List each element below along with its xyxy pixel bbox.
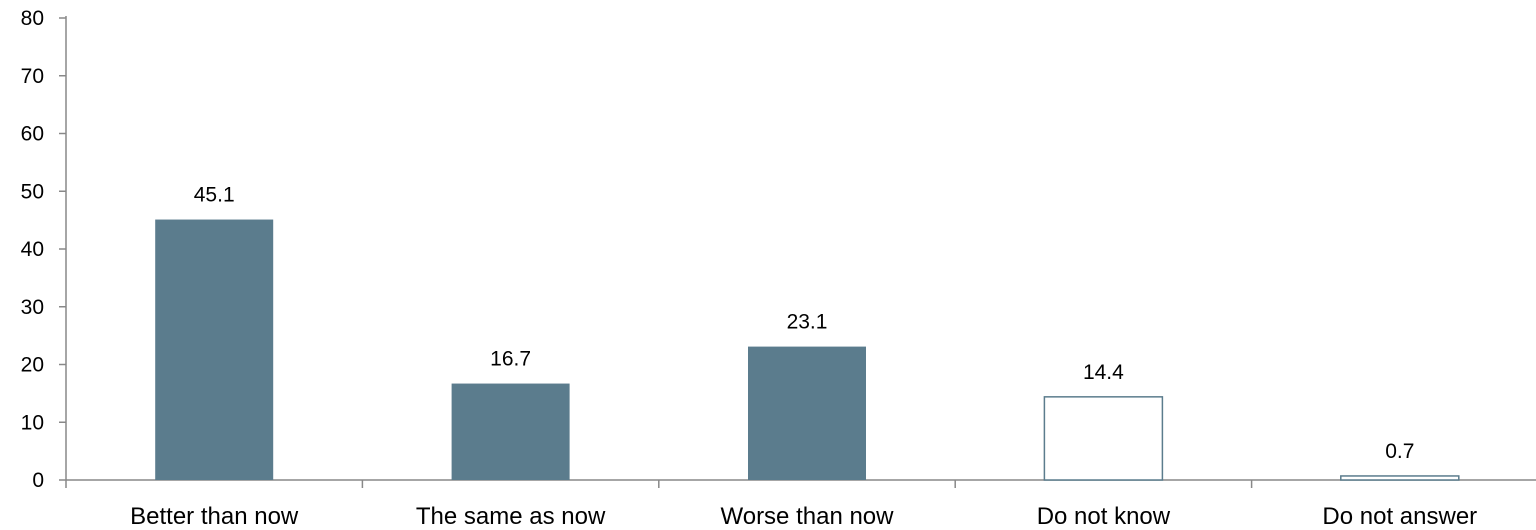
data-label: 45.1 [194, 184, 235, 207]
bar-better-than-now [155, 219, 274, 481]
category-label: Better than now [130, 503, 299, 530]
bar-do-not-answer [1340, 475, 1460, 481]
y-tick-label: 40 [21, 238, 44, 261]
y-tick-label: 0 [32, 469, 44, 492]
bars [155, 219, 1460, 481]
category-label: Worse than now [721, 503, 895, 530]
bar-do-not-know [1043, 396, 1164, 481]
data-label: 0.7 [1385, 440, 1414, 463]
data-label: 14.4 [1083, 361, 1124, 384]
y-tick-label: 10 [21, 411, 44, 434]
category-label: The same as now [416, 503, 606, 530]
y-tick-label: 60 [21, 123, 44, 146]
y-tick-label: 80 [21, 7, 44, 30]
y-tick-label: 20 [21, 354, 44, 377]
category-label: Do not answer [1322, 503, 1477, 530]
y-tick-label: 70 [21, 65, 44, 88]
y-tick-label: 50 [21, 180, 44, 203]
x-axis: Better than now The same as now Worse than… [65, 479, 1536, 530]
bar-worse-than-now [748, 346, 866, 480]
y-tick-label: 30 [21, 296, 44, 319]
bar-the-same-as-now [451, 383, 570, 480]
data-label: 16.7 [490, 348, 531, 371]
data-labels: 45.1 16.7 23.1 14.4 0.7 [194, 184, 1415, 463]
category-label: Do not know [1037, 503, 1171, 530]
y-axis: 0 10 20 30 40 50 60 70 80 [21, 7, 67, 492]
data-label: 23.1 [787, 311, 828, 334]
